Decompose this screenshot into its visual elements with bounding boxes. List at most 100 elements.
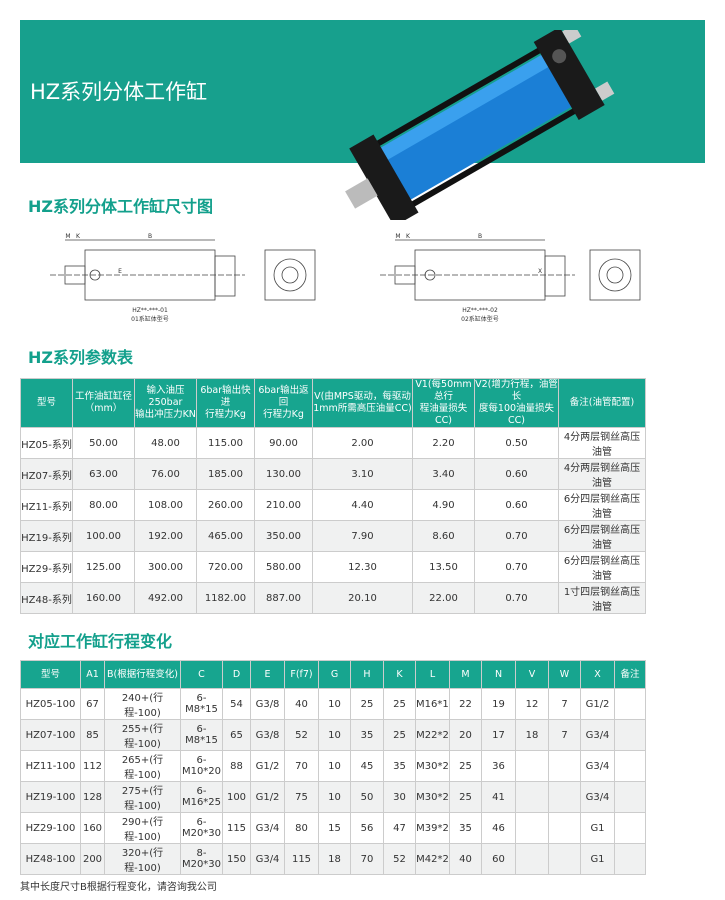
cell: 275+(行程-100)	[104, 781, 181, 813]
cell: HZ05-系列	[20, 427, 73, 459]
cell	[548, 781, 581, 813]
dimension-label: X	[538, 268, 542, 275]
cell: 20.10	[312, 582, 413, 614]
cell: 4.40	[312, 489, 413, 521]
cell: 115	[222, 812, 251, 844]
cell: 200	[80, 843, 105, 875]
header-cell: 工作油缸缸径 （mm）	[72, 378, 135, 428]
cell: 8.60	[412, 520, 475, 552]
cell	[515, 781, 549, 813]
cell: 1182.00	[196, 582, 255, 614]
cell: 7	[548, 719, 581, 751]
header-cell: 备注(油管配置)	[558, 378, 646, 428]
cell: 75	[284, 781, 319, 813]
cell: 6-M20*30	[180, 812, 223, 844]
cell: 0.50	[474, 427, 559, 459]
cell: 125.00	[72, 551, 135, 583]
header-row: 型号 工作油缸缸径 （mm） 输入油压250bar 输出冲压力KN 6bar输出快进 …	[20, 378, 646, 428]
cell: 465.00	[196, 520, 255, 552]
cell	[515, 812, 549, 844]
cell: 65	[222, 719, 251, 751]
row: HZ19-系列 100.00 192.00 465.00 350.00 7.90 8.60 0…	[20, 520, 646, 552]
header-cell: C	[180, 660, 223, 689]
cell: 192.00	[134, 520, 197, 552]
cell: G3/4	[580, 781, 615, 813]
cell: 4分两层钢丝高压油管	[558, 458, 646, 490]
cell: 210.00	[254, 489, 313, 521]
row: HZ48-系列 160.00 492.00 1182.00 887.00 20.10 22.…	[20, 582, 646, 614]
cell: 100	[222, 781, 251, 813]
cell: M39*2	[415, 812, 450, 844]
cell: 80	[284, 812, 319, 844]
cell: 7	[548, 688, 581, 720]
cell: 45	[350, 750, 384, 782]
header-cell: G	[318, 660, 351, 689]
cell: HZ48-系列	[20, 582, 73, 614]
cell: 0.70	[474, 520, 559, 552]
dimension-label: B	[148, 233, 152, 240]
cell: G3/4	[250, 843, 285, 875]
header-cell: B(根据行程变化)	[104, 660, 181, 689]
cell: G1	[580, 843, 615, 875]
cell: 35	[383, 750, 416, 782]
cell: 115.00	[196, 427, 255, 459]
header-cell: N	[481, 660, 516, 689]
header-cell: D	[222, 660, 251, 689]
cell: 6分四层钢丝高压油管	[558, 551, 646, 583]
header-cell: K	[383, 660, 416, 689]
cell: 4.90	[412, 489, 475, 521]
banner-title: HZ系列分体工作缸	[30, 80, 208, 104]
cell: 54	[222, 688, 251, 720]
section-title: HZ系列分体工作缸尺寸图	[28, 197, 213, 216]
cell	[614, 719, 646, 751]
dimension-label: E	[118, 268, 122, 275]
cell	[614, 843, 646, 875]
cell	[548, 750, 581, 782]
header-cell: 备注	[614, 660, 646, 689]
cylinder-image	[345, 30, 615, 220]
cell	[548, 812, 581, 844]
cell: G1	[580, 812, 615, 844]
cell: G1/2	[250, 750, 285, 782]
cell: HZ05-100	[20, 688, 81, 720]
cell: 10	[318, 750, 351, 782]
cell: M16*1.5	[415, 688, 450, 720]
row: HZ19-100 128 275+(行程-100) 6-M16*25 100 G1/2 75…	[20, 781, 646, 813]
drawing-caption: 02系缸体型号	[461, 315, 499, 323]
cell: 6分四层钢丝高压油管	[558, 520, 646, 552]
cell: 46	[481, 812, 516, 844]
cell: 4分两层钢丝高压油管	[558, 427, 646, 459]
cell: 41	[481, 781, 516, 813]
drawing-model: HZ**-***-02	[462, 307, 498, 314]
params-table: 型号 工作油缸缸径 （mm） 输入油压250bar 输出冲压力KN 6bar输出快进 …	[20, 378, 646, 614]
cell: 240+(行程-100)	[104, 688, 181, 720]
cell: 90.00	[254, 427, 313, 459]
header-cell: L	[415, 660, 450, 689]
cell	[515, 750, 549, 782]
dimension-label: K	[406, 233, 411, 240]
cell: 0.70	[474, 582, 559, 614]
header-cell: V(由MPS驱动，每驱动 1mm所需高压油量CC)	[312, 378, 413, 428]
cell: 10	[318, 688, 351, 720]
header-cell: F(f7)	[284, 660, 319, 689]
cell: G3/4	[580, 719, 615, 751]
dimension-label: M	[65, 233, 70, 240]
cell	[548, 843, 581, 875]
cell: 720.00	[196, 551, 255, 583]
drawing-model: HZ**-***-01	[132, 307, 168, 314]
cell: 30	[383, 781, 416, 813]
cell: 80.00	[72, 489, 135, 521]
cell: 40	[284, 688, 319, 720]
cell: G1/2	[580, 688, 615, 720]
dimension-label: K	[76, 233, 81, 240]
cell: 85	[80, 719, 105, 751]
cell	[614, 750, 646, 782]
cell: 7.90	[312, 520, 413, 552]
cell: 320+(行程-100)	[104, 843, 181, 875]
cell: 2.20	[412, 427, 475, 459]
cell: 12	[515, 688, 549, 720]
cell: G3/4	[250, 812, 285, 844]
header-cell: 6bar输出返回 行程力Kg	[254, 378, 313, 428]
cell: G3/4	[580, 750, 615, 782]
